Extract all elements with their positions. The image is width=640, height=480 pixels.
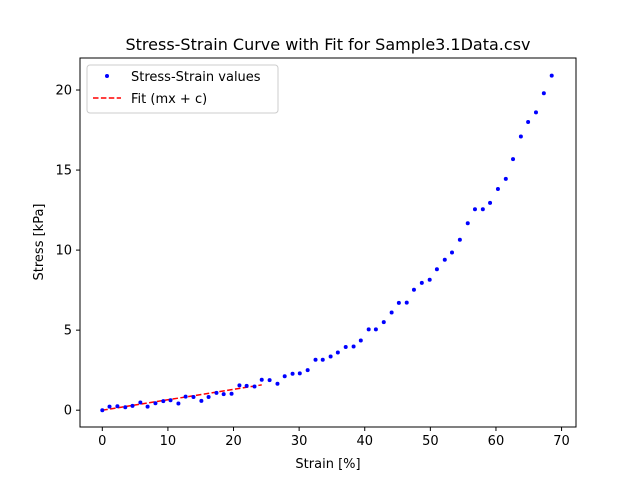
- x-tick-label: 70: [553, 434, 570, 449]
- data-point: [237, 383, 242, 388]
- data-point: [389, 310, 394, 315]
- data-point: [373, 327, 378, 332]
- x-tick-label: 50: [422, 434, 439, 449]
- data-point: [282, 374, 287, 379]
- data-point: [541, 91, 546, 96]
- data-point: [267, 378, 272, 383]
- data-point: [381, 320, 386, 325]
- data-point: [411, 287, 416, 292]
- legend-box: [86, 64, 279, 114]
- data-point: [480, 207, 485, 212]
- data-point: [138, 400, 143, 405]
- data-point: [252, 384, 257, 389]
- x-axis: 0 10 20 30 40 50 60 70: [98, 427, 570, 449]
- data-point: [206, 395, 211, 400]
- axes-frame: [79, 57, 577, 428]
- legend-label-points: Stress-Strain values: [131, 70, 261, 85]
- data-point: [503, 176, 508, 181]
- x-tick-label: 20: [225, 434, 242, 449]
- x-axis-label: Strain [%]: [295, 457, 360, 472]
- data-point: [145, 404, 150, 409]
- legend-marker-points: [105, 74, 109, 78]
- data-point: [396, 300, 401, 305]
- fit-line: [102, 384, 262, 411]
- data-point: [549, 73, 554, 78]
- y-tick-label: 10: [55, 244, 72, 259]
- data-point: [320, 357, 325, 362]
- chart-title: Stress-Strain Curve with Fit for Sample3…: [125, 35, 530, 54]
- x-tick-label: 0: [98, 434, 106, 449]
- x-tick-label: 60: [488, 434, 505, 449]
- data-point: [183, 394, 188, 399]
- y-tick-label: 20: [55, 84, 72, 99]
- data-point: [305, 368, 310, 373]
- data-point: [419, 280, 424, 285]
- data-point: [434, 267, 439, 272]
- data-point: [107, 404, 112, 409]
- data-point: [450, 250, 454, 255]
- y-tick-label: 5: [64, 324, 72, 339]
- data-point: [518, 134, 523, 139]
- data-point: [168, 398, 173, 403]
- data-point: [358, 338, 363, 343]
- data-point: [199, 398, 204, 403]
- data-point: [495, 186, 500, 191]
- data-point: [488, 200, 493, 205]
- data-point: [526, 120, 531, 125]
- legend-label-fit: Fit (mx + c): [131, 92, 207, 107]
- data-point: [161, 399, 166, 404]
- data-point: [221, 392, 226, 397]
- data-point: [313, 357, 318, 362]
- data-point: [427, 277, 432, 282]
- data-point: [115, 404, 120, 409]
- data-point: [328, 354, 333, 359]
- data-point: [472, 207, 477, 212]
- data-point: [229, 391, 234, 396]
- x-tick-label: 30: [291, 434, 308, 449]
- data-point: [100, 408, 105, 413]
- data-point: [244, 383, 249, 388]
- data-point: [176, 401, 181, 406]
- data-point: [130, 403, 135, 408]
- x-tick-label: 40: [356, 434, 373, 449]
- data-point: [511, 157, 516, 162]
- data-point: [153, 401, 158, 406]
- data-point: [442, 257, 447, 262]
- data-point: [275, 381, 280, 386]
- data-point: [123, 405, 128, 410]
- data-point: [457, 237, 462, 242]
- data-point: [533, 110, 538, 115]
- legend: Stress-Strain values Fit (mx + c): [86, 64, 279, 114]
- data-point: [404, 300, 409, 305]
- plot-area: [100, 73, 554, 413]
- data-point: [259, 377, 264, 382]
- data-point: [290, 371, 295, 376]
- data-point: [351, 344, 356, 349]
- data-point: [366, 327, 371, 332]
- data-point: [465, 221, 470, 226]
- y-tick-label: 0: [64, 404, 72, 419]
- data-point: [191, 395, 196, 400]
- y-axis-label: Stress [kPa]: [32, 204, 47, 281]
- data-point: [343, 344, 348, 349]
- data-point: [335, 350, 340, 355]
- data-point: [297, 371, 302, 376]
- data-point: [214, 390, 219, 395]
- y-tick-label: 15: [55, 164, 72, 179]
- x-tick-label: 10: [160, 434, 177, 449]
- y-axis: 0 5 10 15 20: [55, 84, 80, 419]
